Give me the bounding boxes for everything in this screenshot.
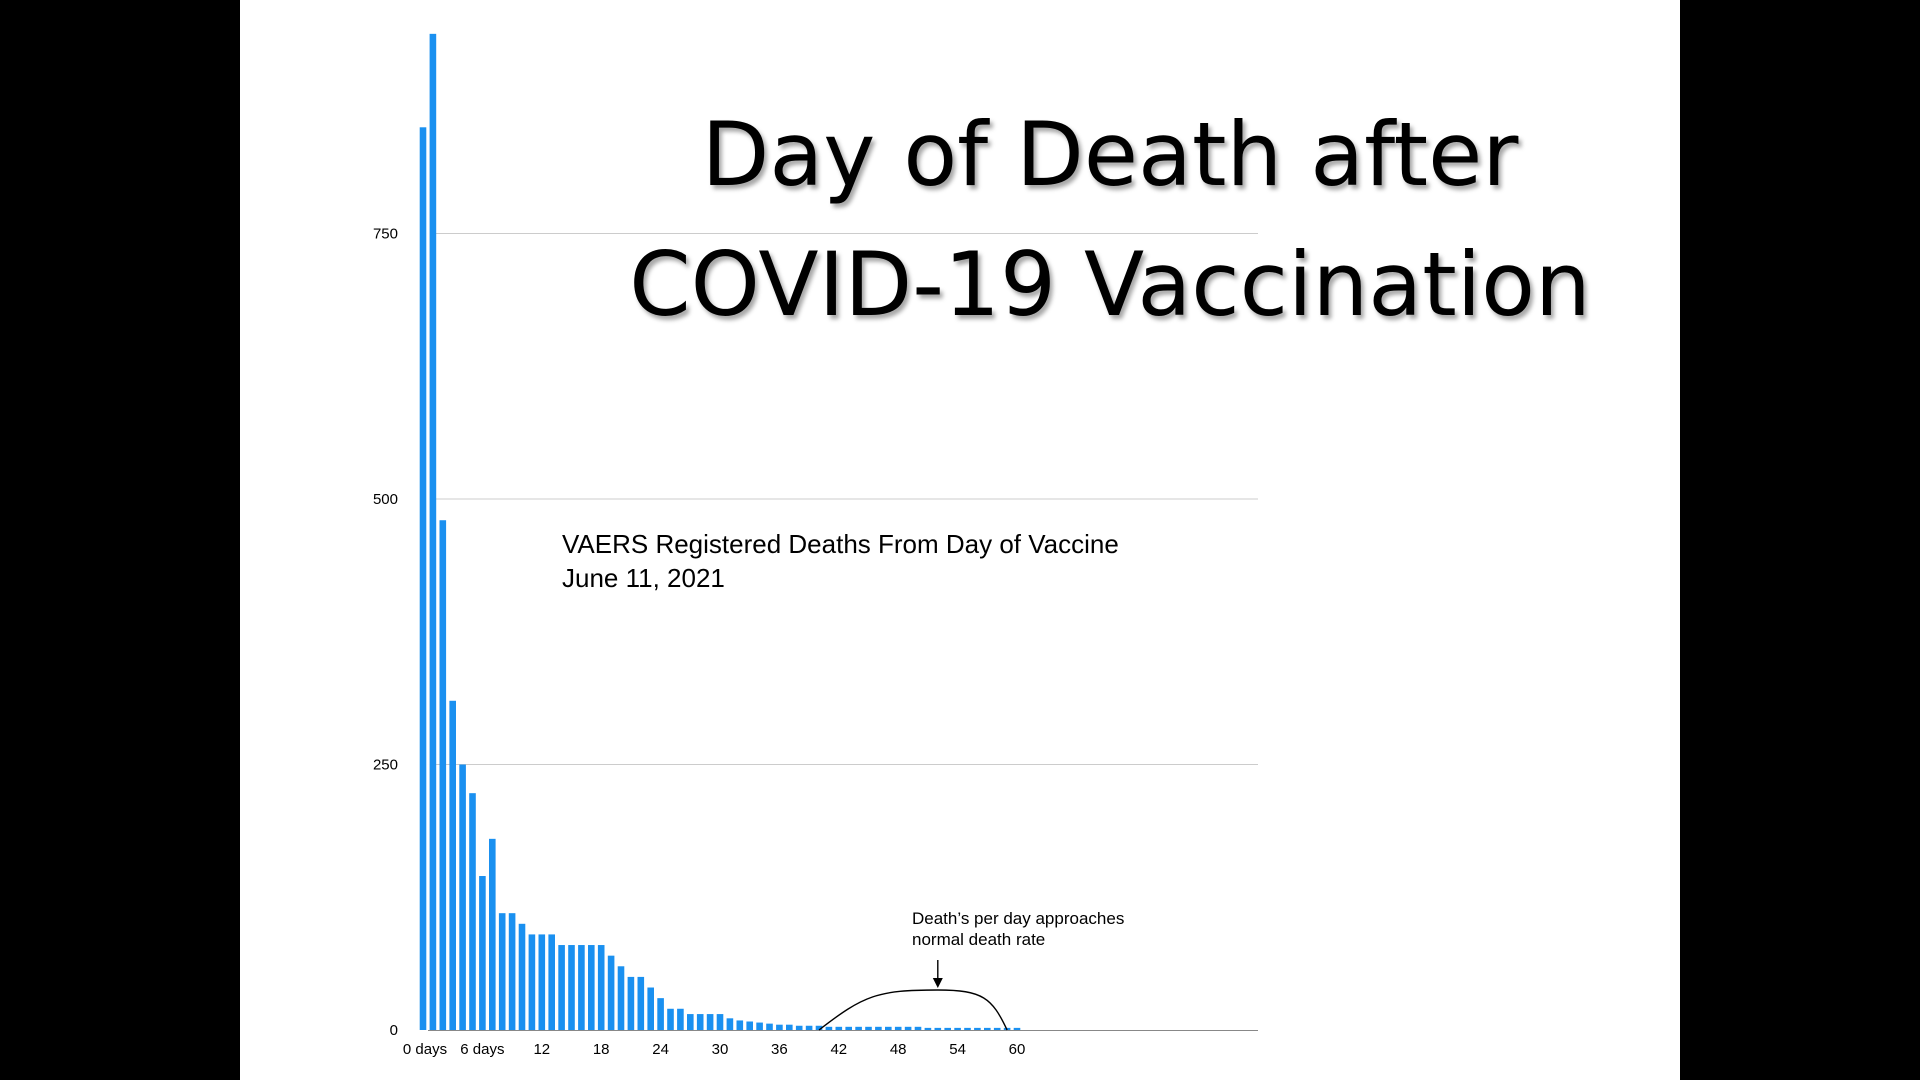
- bar-day-12: [538, 934, 546, 1030]
- bar-day-54: [954, 1027, 961, 1030]
- bar-day-42: [835, 1026, 843, 1030]
- bar-day-57: [984, 1027, 991, 1030]
- gridlines: [428, 233, 1258, 1031]
- bar-day-10: [518, 923, 526, 1030]
- annotation-line-2: normal death rate: [912, 930, 1046, 949]
- bar-day-29: [706, 1014, 714, 1030]
- bar-day-47: [885, 1026, 892, 1030]
- annotation-note: Death’s per day approaches normal death …: [912, 908, 1124, 950]
- bar-day-44: [855, 1026, 862, 1030]
- x-tick-label-0: 0 days: [403, 1041, 447, 1058]
- bar-day-60: [1013, 1027, 1021, 1030]
- bar-day-33: [746, 1021, 753, 1030]
- bar-day-24: [657, 998, 664, 1030]
- chart-inset-title: VAERS Registered Deaths From Day of Vacc…: [562, 527, 1119, 595]
- bars: [419, 33, 1021, 1031]
- bar-day-45: [865, 1026, 872, 1030]
- y-tick-label-0: 0: [390, 1022, 398, 1039]
- annotation-arc: [818, 960, 1008, 1031]
- x-tick-label-30: 30: [712, 1041, 729, 1058]
- x-tick-label-12: 12: [533, 1041, 550, 1058]
- x-tick-label-48: 48: [890, 1041, 907, 1058]
- bar-day-23: [647, 987, 654, 1030]
- bar-day-38: [795, 1025, 803, 1030]
- bar-day-30: [716, 1014, 724, 1030]
- y-tick-label-250: 250: [373, 757, 398, 774]
- bar-day-40: [815, 1025, 823, 1030]
- bar-day-35: [766, 1023, 773, 1030]
- bar-chart: 0 250 500 750 0 days 6 days 12 18 24 30 36 42 48 54 6…: [373, 33, 1258, 1058]
- slide: Day of Death after COVID-19 Vaccination …: [240, 0, 1680, 1080]
- bar-day-55: [964, 1027, 971, 1030]
- slide-title: Day of Death after COVID-19 Vaccination: [540, 90, 1680, 350]
- annotation-curve: [818, 989, 1008, 1031]
- bar-day-31: [726, 1018, 734, 1030]
- bar-day-3: [449, 700, 456, 1030]
- bar-day-37: [786, 1024, 793, 1030]
- bar-day-21: [627, 976, 635, 1030]
- bar-day-34: [756, 1022, 763, 1030]
- bar-day-28: [696, 1014, 704, 1030]
- bar-day-39: [805, 1025, 813, 1030]
- y-axis-ticks: 0 250 500 750: [373, 226, 398, 1040]
- bar-day-58: [993, 1027, 1001, 1030]
- bar-day-26: [677, 1008, 684, 1030]
- bar-day-13: [548, 934, 555, 1030]
- slide-title-line-1: Day of Death after: [701, 103, 1519, 206]
- y-tick-label-750: 750: [373, 226, 398, 243]
- bar-day-14: [558, 945, 565, 1030]
- bar-day-52: [934, 1027, 942, 1030]
- annotation-line-1: Death’s per day approaches: [912, 909, 1125, 928]
- slide-title-line-2: COVID-19 Vaccination: [629, 233, 1591, 336]
- bar-day-43: [845, 1026, 852, 1030]
- bar-day-25: [667, 1008, 674, 1030]
- x-tick-label-36: 36: [771, 1041, 788, 1058]
- x-tick-label-18: 18: [593, 1041, 610, 1058]
- y-tick-label-500: 500: [373, 491, 398, 508]
- bar-day-48: [894, 1026, 902, 1030]
- x-tick-label-42: 42: [830, 1041, 847, 1058]
- x-tick-label-24: 24: [652, 1041, 669, 1058]
- bar-day-32: [736, 1020, 744, 1030]
- bar-day-9: [508, 913, 516, 1030]
- bar-day-17: [588, 945, 595, 1030]
- annotation-arrow-head: [932, 978, 943, 988]
- bar-day-18: [597, 945, 605, 1030]
- chart-title: VAERS Registered Deaths From Day of Vacc…: [562, 529, 1119, 559]
- bar-day-22: [637, 976, 645, 1030]
- bar-day-1: [429, 33, 437, 1031]
- bar-day-46: [875, 1026, 882, 1030]
- bar-day-36: [776, 1024, 783, 1030]
- bar-day-2: [439, 520, 447, 1030]
- bar-day-15: [568, 945, 575, 1030]
- bar-day-56: [974, 1027, 981, 1030]
- bar-day-7: [489, 838, 496, 1030]
- x-tick-label-54: 54: [949, 1041, 966, 1058]
- bar-day-0: [419, 127, 427, 1031]
- bar-day-4: [459, 764, 466, 1030]
- bar-day-16: [578, 945, 585, 1030]
- bar-day-11: [528, 934, 536, 1030]
- x-tick-label-60: 60: [1009, 1041, 1026, 1058]
- x-axis-ticks: 0 days 6 days 12 18 24 30 36 42 48 54 60: [403, 1041, 1025, 1058]
- bar-day-51: [924, 1027, 932, 1030]
- bar-day-50: [914, 1026, 922, 1030]
- bar-day-6: [479, 876, 486, 1030]
- bar-day-8: [498, 913, 506, 1030]
- bar-day-53: [944, 1027, 951, 1030]
- bar-day-41: [825, 1026, 833, 1030]
- x-tick-label-6: 6 days: [460, 1041, 504, 1058]
- bar-day-20: [617, 966, 625, 1030]
- bar-day-49: [904, 1026, 912, 1030]
- bar-day-27: [687, 1014, 694, 1030]
- bar-day-5: [469, 793, 476, 1030]
- bar-day-19: [607, 955, 615, 1030]
- chart-subtitle: June 11, 2021: [562, 563, 725, 593]
